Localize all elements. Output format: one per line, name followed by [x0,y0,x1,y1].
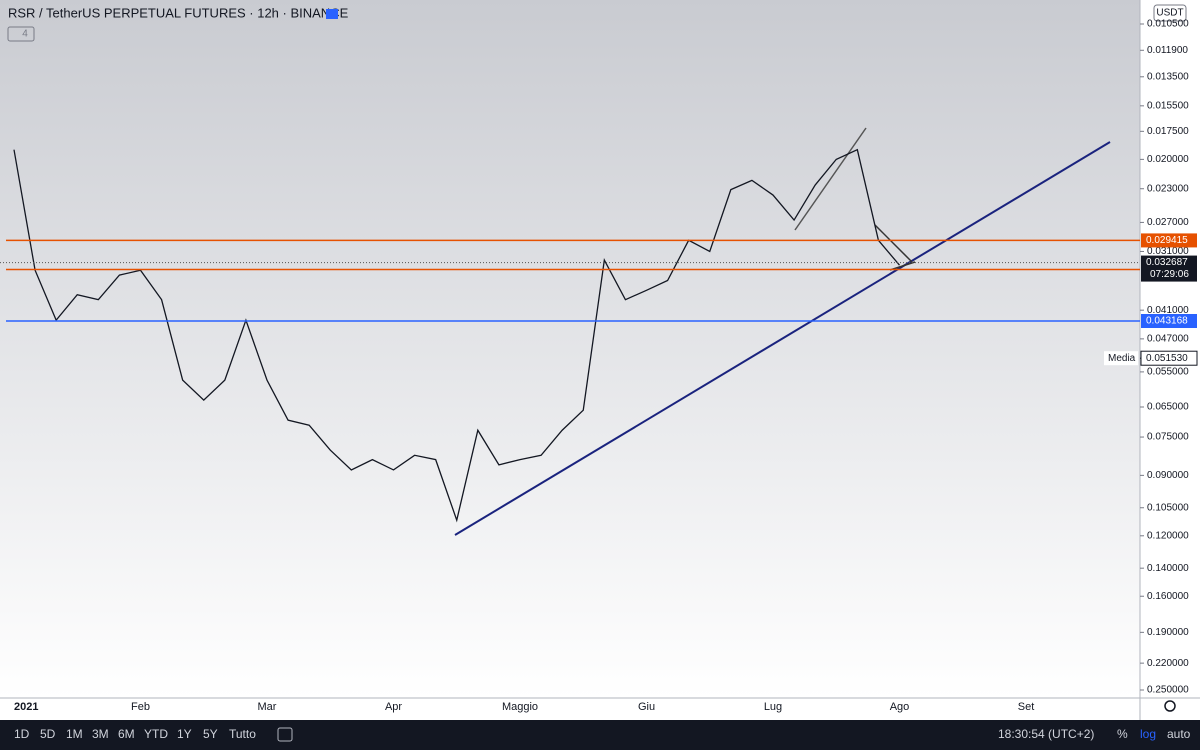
x-tick-label: Feb [131,701,150,713]
trendline[interactable] [454,141,1111,536]
x-tick-label: Mar [258,701,277,713]
y-tick-label: 0.140000 [1147,563,1189,574]
bottom-toolbar [0,720,1200,750]
x-tick-label: Set [1018,701,1035,713]
y-tick-label: 0.031000 [1147,246,1189,257]
y-tick-label: 0.047000 [1147,334,1189,345]
y-tick-label: 0.065000 [1147,402,1189,413]
y-tick-label: 0.075000 [1147,432,1189,443]
x-tick-label: Giu [638,701,655,713]
time-axis-bg [0,698,1200,720]
media-tag [1104,351,1138,366]
percent-toggle[interactable]: % [1117,727,1128,741]
chart-title: RSR / TetherUS PERPETUAL FUTURES · 12h ·… [8,5,349,20]
settings-icon[interactable] [1164,700,1176,712]
media-value: 0.051530 [1146,353,1188,364]
media-name: Media [1108,353,1136,364]
indicator-toggle[interactable] [7,26,35,42]
clock: 18:30:54 (UTC+2) [998,727,1094,741]
trendline[interactable] [874,224,913,263]
y-tick-label: 0.010500 [1147,19,1189,30]
y-tick-label: 0.013500 [1147,71,1189,82]
auto-toggle[interactable]: auto [1167,727,1191,741]
level-box [1141,314,1197,329]
range-button[interactable]: 6M [118,727,135,741]
y-tick-label: 0.090000 [1147,470,1189,481]
trendline[interactable] [794,127,867,231]
level-box [1141,233,1197,248]
plot-bg [0,0,1140,698]
y-tick-label: 0.041000 [1147,305,1189,316]
range-button[interactable]: 1D [14,727,30,741]
range-button[interactable]: 3M [92,727,109,741]
range-button[interactable]: YTD [144,727,168,741]
x-tick-label: Lug [764,701,782,713]
last-price-box [1141,255,1197,282]
y-tick-label: 0.190000 [1147,627,1189,638]
flag-icon [326,9,338,19]
price-line [13,148,900,523]
x-tick-label: Maggio [502,701,538,713]
y-tick-label: 0.105000 [1147,502,1189,513]
x-tick-label: 2021 [14,701,38,713]
indicator-count: 4 [22,29,28,40]
trendline[interactable] [889,261,916,271]
y-tick-label: 0.017500 [1147,126,1189,137]
media-box [1140,350,1198,366]
range-button[interactable]: 5D [40,727,56,741]
x-tick-label: Ago [890,701,910,713]
y-tick-label: 0.120000 [1147,530,1189,541]
y-tick-label: 0.250000 [1147,685,1189,696]
currency-label: USDT [1156,8,1183,19]
range-button[interactable]: Tutto [229,727,256,741]
y-tick-label: 0.055000 [1147,367,1189,378]
x-tick-label: Apr [385,701,402,713]
date-range-icon[interactable] [277,727,293,742]
level-label: 0.043168 [1146,316,1188,327]
y-tick-label: 0.160000 [1147,591,1189,602]
y-tick-label: 0.015500 [1147,100,1189,111]
price-axis-bg [1140,0,1200,698]
range-button[interactable]: 1Y [177,727,192,741]
range-button[interactable]: 1M [66,727,83,741]
y-tick-label: 0.027000 [1147,217,1189,228]
countdown: 07:29:06 [1150,269,1189,280]
last-price-label: 0.032687 [1146,257,1188,268]
y-tick-label: 0.020000 [1147,154,1189,165]
log-toggle[interactable]: log [1140,727,1156,741]
currency-button[interactable] [1153,4,1187,22]
range-button[interactable]: 5Y [203,727,218,741]
y-tick-label: 0.023000 [1147,183,1189,194]
level-label: 0.029415 [1146,235,1188,246]
y-tick-label: 0.011900 [1147,45,1188,56]
y-tick-label: 0.220000 [1147,658,1189,669]
